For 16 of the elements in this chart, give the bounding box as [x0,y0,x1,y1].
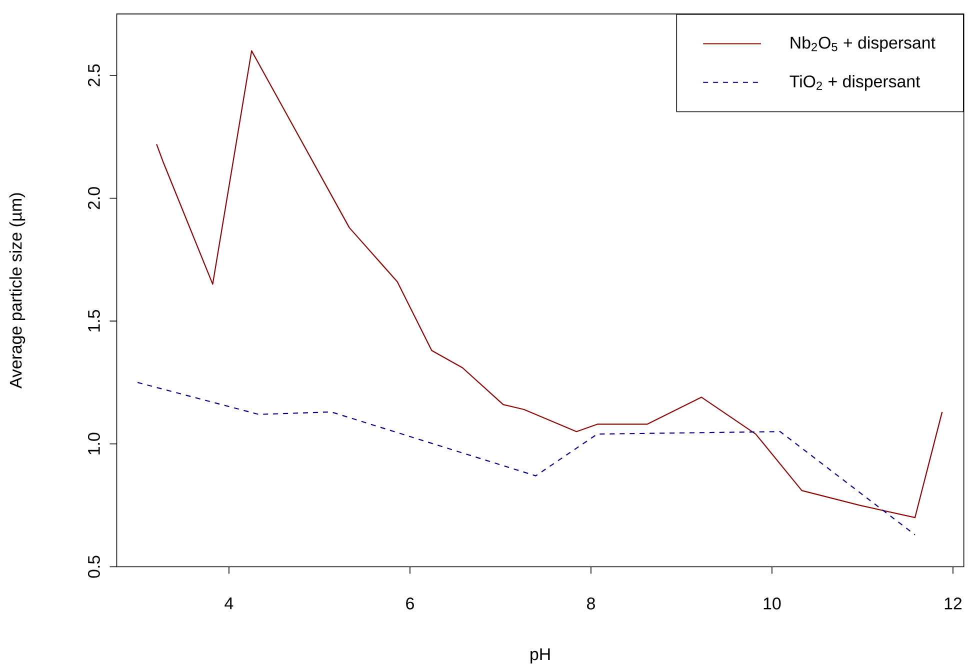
x-tick-label: 4 [224,597,234,609]
x-tick-label: 6 [406,597,414,610]
y-tick-label: 2.0 [88,186,100,209]
y-tick-label: 1.0 [88,432,100,454]
x-tick-label: 10 [764,597,781,610]
y-tick-label: 2.5 [88,64,100,86]
y-axis-title: Average particle size (µm) [9,193,26,388]
line-series [156,50,943,518]
x-axis-title: pH [530,648,550,664]
line-series [137,382,916,536]
y-tick-label: 1.5 [88,310,100,332]
legend-label: Nb$_{2}$O$_{5}$ + dispersant [790,36,936,52]
x-tick-label: 12 [944,597,962,610]
x-tick-label: 8 [587,597,595,610]
legend-label: TiO$_{2}$ + dispersant [790,74,920,91]
y-tick-label: 0.5 [88,555,100,578]
